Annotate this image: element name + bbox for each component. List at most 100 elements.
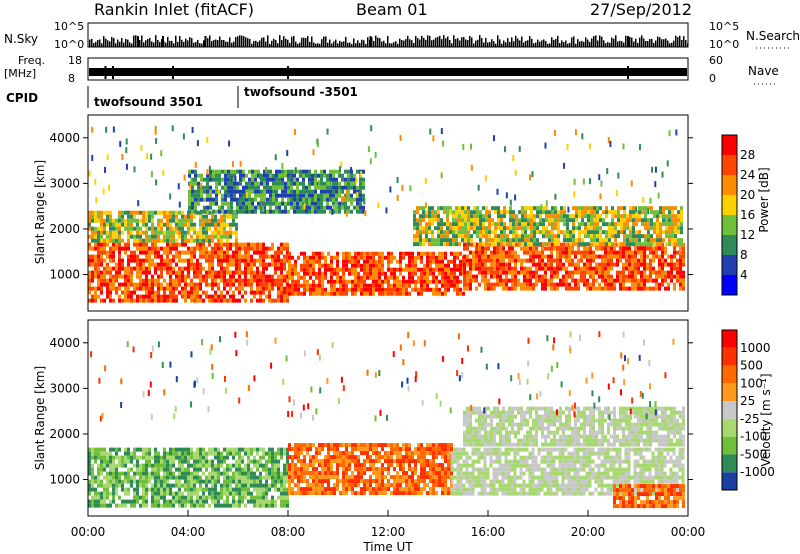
heatmap-cell <box>662 230 665 235</box>
heatmap-cell <box>547 266 550 271</box>
heatmap-cell <box>294 267 297 272</box>
heatmap-cell <box>136 274 139 279</box>
heatmap-cell <box>262 278 265 283</box>
heatmap-cell <box>202 234 205 239</box>
heatmap-cell <box>586 258 589 263</box>
heatmap-cell <box>193 455 196 460</box>
heatmap-cell <box>268 298 271 303</box>
heatmap-cell <box>529 282 532 287</box>
heatmap-cell <box>208 503 211 508</box>
heatmap-cell <box>181 218 184 223</box>
heatmap-cell <box>127 270 130 275</box>
heatmap-cell <box>475 274 478 279</box>
heatmap-cell <box>300 275 303 280</box>
heatmap-cell <box>431 242 434 247</box>
heatmap-cell <box>88 479 91 484</box>
heatmap-cell <box>124 471 127 476</box>
heatmap-cell <box>524 234 527 239</box>
heatmap-cell <box>160 266 163 271</box>
heatmap-cell <box>220 471 223 476</box>
heatmap-cell <box>481 266 484 271</box>
heatmap-cell <box>299 189 302 194</box>
heatmap-cell <box>515 218 518 223</box>
heatmap-cell <box>662 218 665 223</box>
heatmap-cell <box>435 255 438 260</box>
heatmap-cell <box>172 214 175 219</box>
heatmap-cell <box>455 230 458 235</box>
heatmap-cell <box>438 287 441 292</box>
heatmap-cell <box>440 226 443 231</box>
heatmap-cell <box>100 218 103 223</box>
heatmap-cell <box>420 255 423 260</box>
heatmap-cell <box>133 282 136 287</box>
heatmap-cell <box>103 210 106 215</box>
heatmap-cell <box>196 230 199 235</box>
heatmap-cell <box>562 250 565 255</box>
heatmap-cell <box>464 214 467 219</box>
heatmap-cell <box>181 242 184 247</box>
heatmap-cell <box>160 262 163 267</box>
heatmap-cell <box>172 459 175 464</box>
heatmap-cell <box>91 258 94 263</box>
heatmap-cell <box>467 230 470 235</box>
heatmap-cell <box>200 182 203 189</box>
heatmap-cell <box>235 230 238 235</box>
nsky-bar <box>517 38 519 47</box>
heatmap-cell <box>434 218 437 223</box>
heatmap-cell <box>625 266 628 271</box>
heatmap-cell <box>220 262 223 267</box>
heatmap-cell <box>172 246 175 251</box>
heatmap-cell <box>172 455 175 460</box>
heatmap-cell <box>467 218 470 223</box>
heatmap-cell <box>196 210 199 215</box>
heatmap-cell <box>502 258 505 263</box>
nave-tick-low: 0 <box>709 72 716 85</box>
heatmap-cell <box>649 270 652 275</box>
nsky-bar <box>235 37 237 47</box>
heatmap-cell <box>202 491 205 496</box>
heatmap-cell <box>245 173 248 178</box>
nsky-bar <box>561 40 563 47</box>
heatmap-cell <box>175 250 178 255</box>
heatmap-cell <box>590 214 593 219</box>
heatmap-cell <box>248 193 251 198</box>
heatmap-cell <box>109 270 112 275</box>
heatmap-cell <box>677 242 680 247</box>
heatmap-cell <box>94 459 97 464</box>
heatmap-cell <box>191 126 194 133</box>
heatmap-cell <box>646 278 649 283</box>
heatmap-cell <box>502 278 505 283</box>
heatmap-cell <box>256 479 259 484</box>
heatmap-cell <box>205 499 208 504</box>
heatmap-cell <box>320 173 323 178</box>
heatmap-cell <box>211 499 214 504</box>
heatmap-cell <box>321 275 324 280</box>
nsky-bar <box>393 42 395 47</box>
heatmap-cell <box>157 278 160 283</box>
heatmap-cell <box>97 278 100 283</box>
heatmap-cell <box>232 290 235 295</box>
heatmap-cell <box>235 471 238 476</box>
heatmap-cell <box>271 286 274 291</box>
heatmap-cell <box>538 278 541 283</box>
nsky-bar <box>673 40 675 47</box>
heatmap-cell <box>184 495 187 500</box>
heatmap-cell <box>139 210 142 215</box>
heatmap-cell <box>551 234 554 239</box>
heatmap-cell <box>172 242 175 247</box>
heatmap-cell <box>644 206 647 211</box>
heatmap-cell <box>205 483 208 488</box>
nsky-bar <box>299 42 301 47</box>
heatmap-cell <box>335 189 338 194</box>
nsky-bar <box>617 41 619 47</box>
heatmap-cell <box>277 258 280 263</box>
heatmap-cell <box>577 270 580 275</box>
heatmap-cell <box>248 197 251 202</box>
heatmap-cell <box>469 270 472 275</box>
heatmap-cell <box>617 242 620 247</box>
heatmap-cell <box>133 290 136 295</box>
heatmap-cell <box>286 278 289 283</box>
heatmap-cell <box>413 238 416 243</box>
heatmap-cell <box>682 274 685 279</box>
heatmap-cell <box>356 191 359 198</box>
